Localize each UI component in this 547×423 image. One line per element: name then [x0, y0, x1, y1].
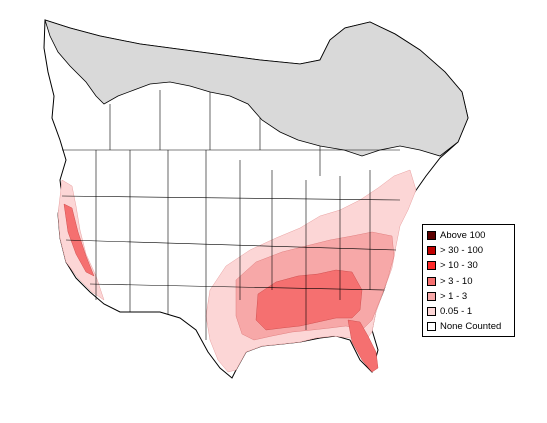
- legend-label: > 1 - 3: [440, 290, 468, 302]
- legend-label: Above 100: [440, 230, 486, 242]
- legend-swatch: [427, 322, 436, 332]
- legend-swatch: [427, 231, 436, 241]
- legend-swatch: [427, 291, 436, 301]
- legend-item: None Counted: [427, 319, 511, 334]
- abundance-areas: [57, 169, 417, 373]
- legend-swatch: [427, 307, 436, 317]
- abundance-class-3-10: [255, 269, 363, 331]
- no-data-region-north: [44, 19, 469, 157]
- legend-item: 0.05 - 1: [427, 304, 511, 319]
- legend-item: > 3 - 10: [427, 274, 511, 289]
- political-boundaries: [61, 90, 401, 340]
- legend-swatch: [427, 276, 436, 286]
- legend-item: > 1 - 3: [427, 289, 511, 304]
- legend-label: None Counted: [440, 321, 502, 333]
- legend-label: > 30 - 100: [440, 245, 484, 257]
- legend-swatch: [427, 246, 436, 256]
- legend-label: > 10 - 30: [440, 260, 478, 272]
- abundance-class-3-10-florida: [347, 319, 379, 373]
- legend-label: > 3 - 10: [440, 275, 473, 287]
- legend-item: Above 100: [427, 228, 511, 243]
- legend-swatch: [427, 261, 436, 271]
- legend-item: > 10 - 30: [427, 258, 511, 273]
- legend-item: > 30 - 100: [427, 243, 511, 258]
- abundance-class-3-10-california: [63, 203, 95, 277]
- legend: Above 100 > 30 - 100 > 10 - 30 > 3 - 10 …: [422, 224, 515, 337]
- legend-label: 0.05 - 1: [440, 306, 473, 318]
